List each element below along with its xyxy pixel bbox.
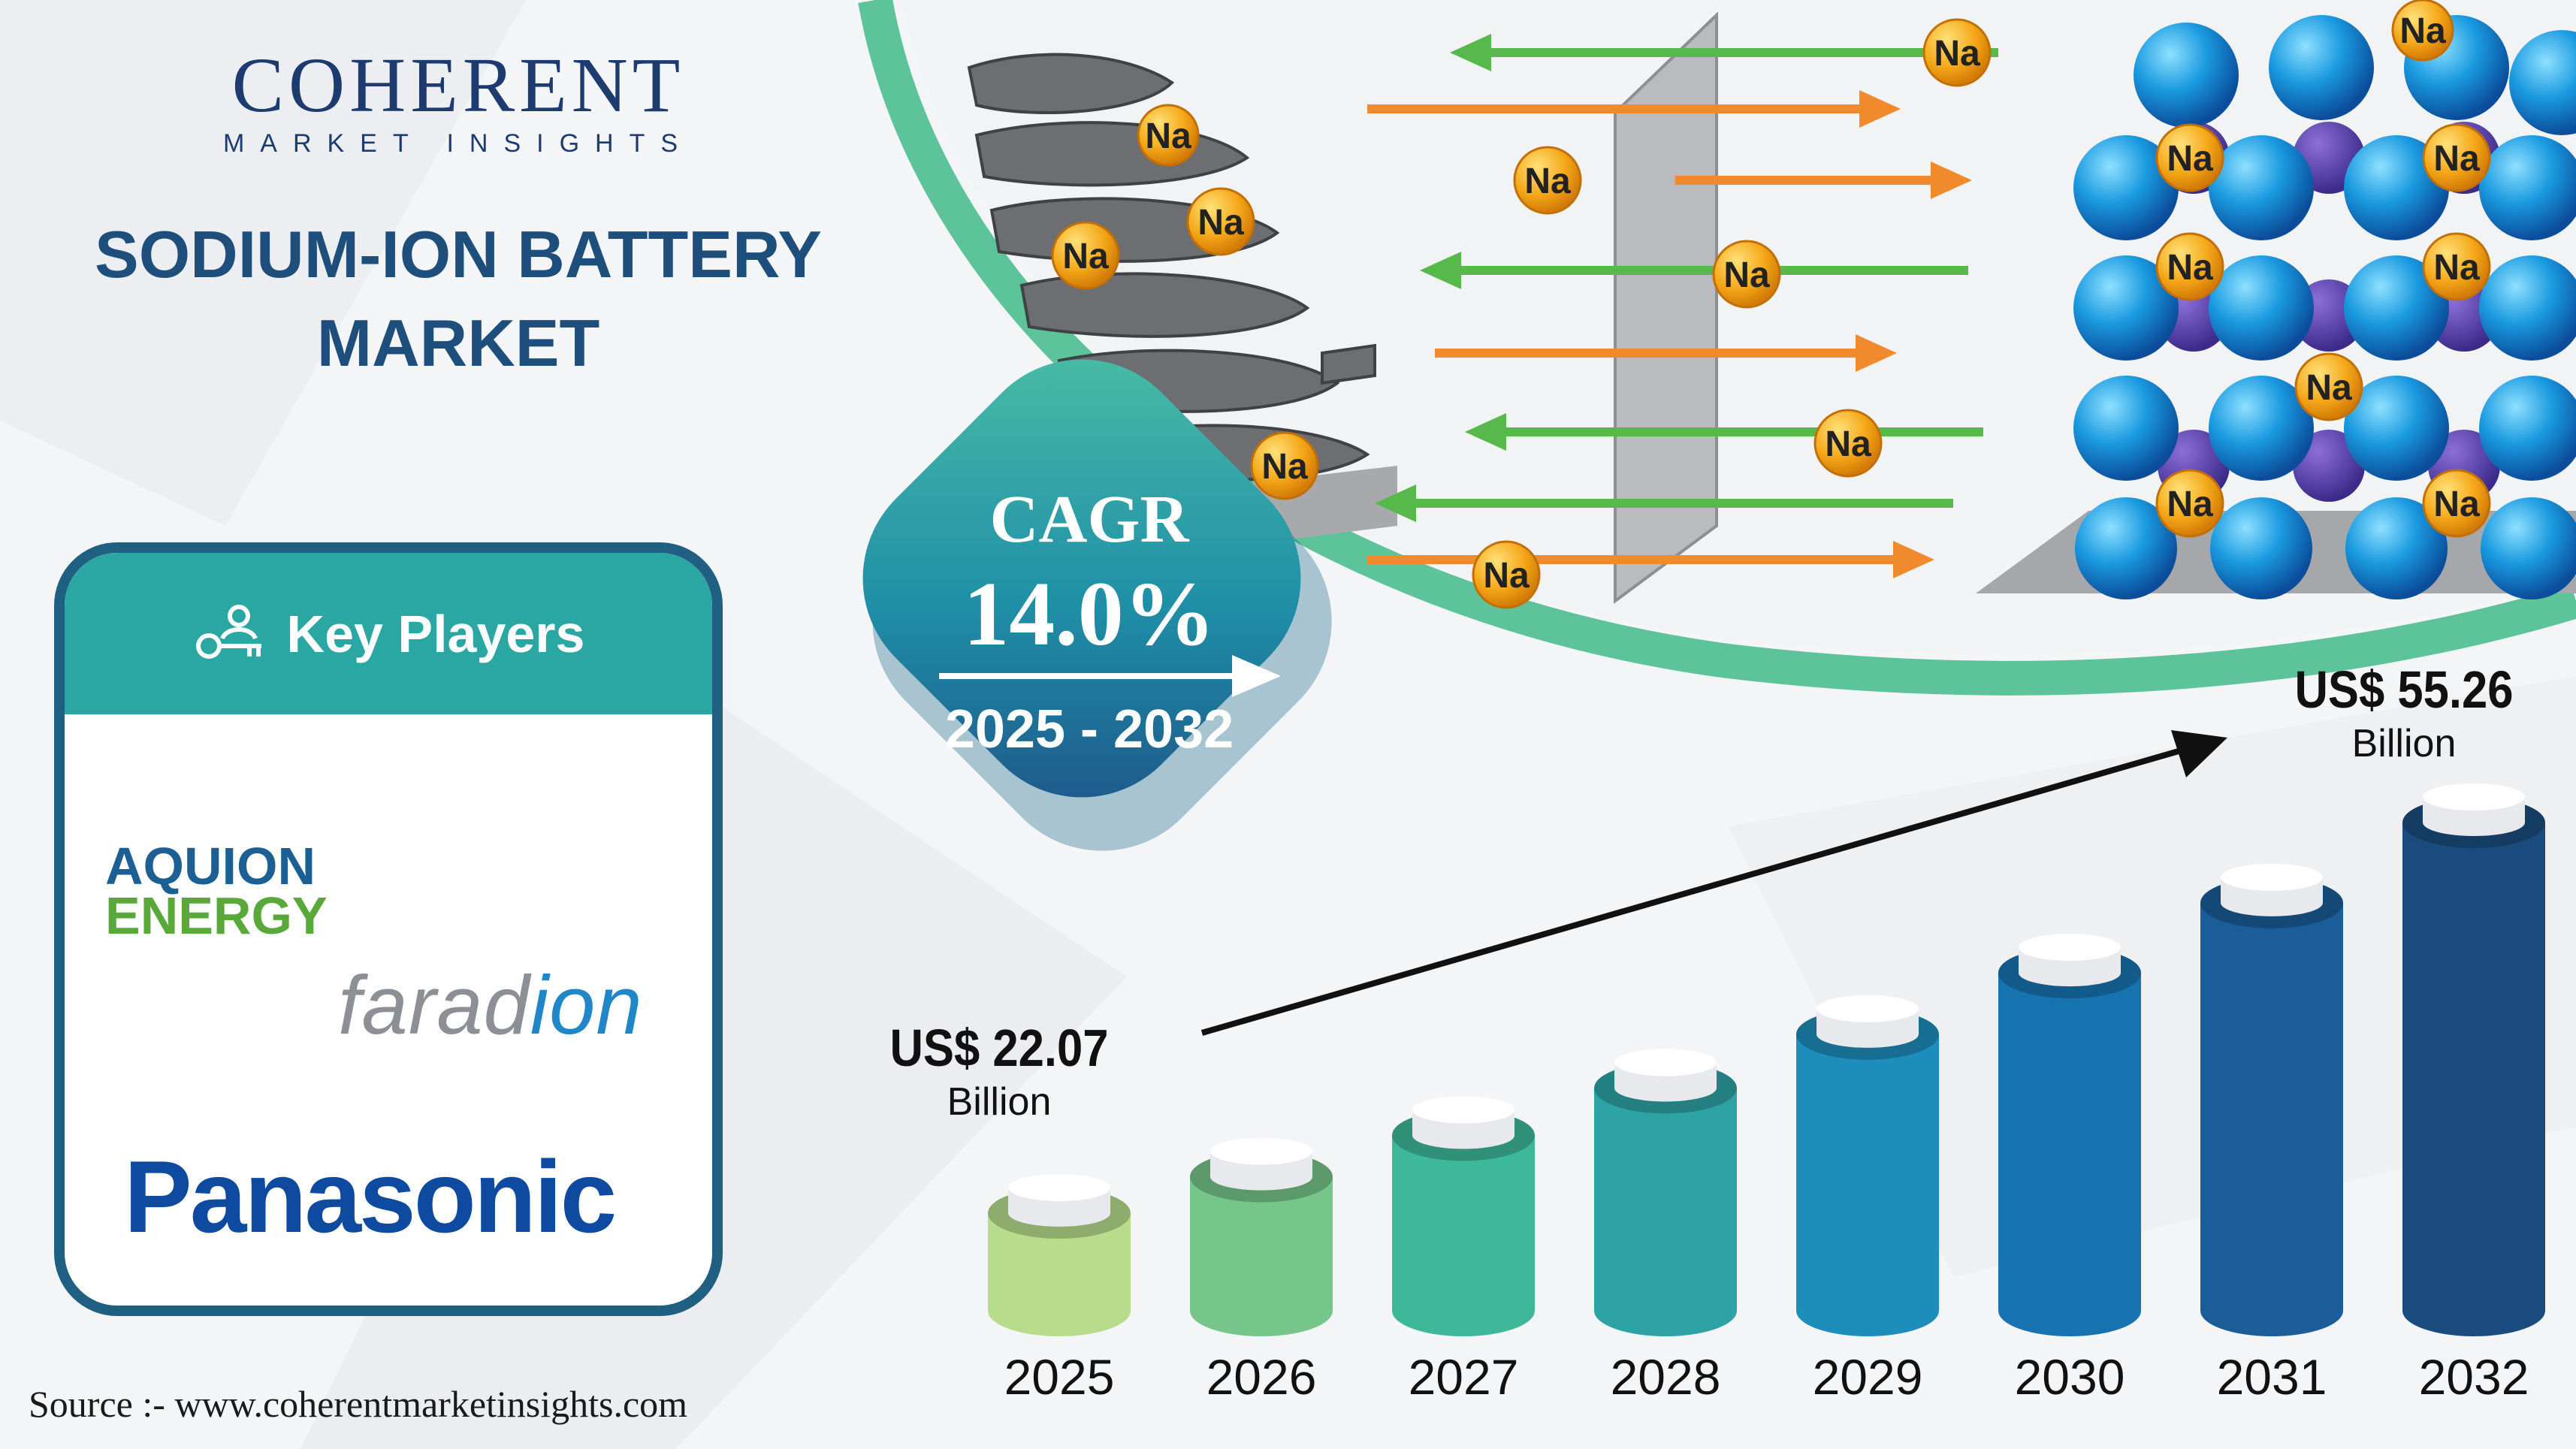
bar-2027 [1392,1096,1535,1336]
player-aquion-energy: AQUION ENERGY [105,837,328,945]
bar-2030 [1998,934,2141,1336]
bar-2025 [988,1174,1131,1336]
bar-cap-top [1412,1096,1514,1124]
bar-body [1190,1176,1333,1336]
year-label: 2029 [1812,1349,1923,1405]
bar-cap-top [1614,1049,1717,1076]
player-faradion: faradion [338,958,643,1053]
cathode-lattice [2073,15,2576,599]
title-line-2: MARKET [316,306,600,380]
market-size-chart [988,783,2545,1336]
bar-body [988,1213,1131,1336]
bar-cap-top [2019,934,2121,961]
bar-2026 [1190,1137,1333,1336]
start-value: US$ 22.07 [889,1019,1109,1077]
bar-body [1998,973,2141,1336]
year-label: 2026 [1206,1349,1317,1405]
player-panasonic: Panasonic [124,1140,617,1254]
key-players-heading: Key Players [286,604,585,663]
sodium-ion-label: Na [1723,255,1770,295]
sodium-ion-label: Na [1197,203,1244,243]
sodium-ion-label: Na [2433,139,2480,179]
year-label: 2032 [2418,1349,2529,1405]
sodium-ion-label: Na [1524,162,1571,201]
sodium-ion-label: Na [2433,485,2480,524]
year-label: 2027 [1408,1349,1519,1405]
end-value-label: US$ 55.26 Billion [2269,660,2539,766]
brand-logo: COHERENT MARKET INSIGHTS [203,47,714,158]
cagr-badge [862,359,1332,851]
sodium-ions [1051,0,2491,609]
start-value-label: US$ 22.07 Billion [864,1018,1134,1124]
sodium-ion-label: Na [1145,116,1191,156]
bar-2029 [1796,995,1939,1336]
brand-name: COHERENT [231,42,685,128]
sodium-ion-label: Na [1483,556,1530,596]
bar-body [1796,1034,1939,1336]
aquion-name-line-2: ENERGY [105,886,328,945]
bar-body [1392,1135,1535,1336]
sodium-ion-label: Na [1261,447,1308,487]
bar-cap-top [1816,995,1919,1022]
year-label: 2028 [1610,1349,1721,1405]
key-players-card: Key Players [54,542,723,1316]
sodium-ion-label: Na [1934,34,1980,74]
cagr-label: CAGR [989,482,1189,557]
bar-2028 [1594,1049,1737,1336]
sodium-ion-label: Na [2167,485,2213,524]
bar-2031 [2200,863,2343,1336]
sodium-ion-label: Na [1825,424,1871,464]
bar-body [1594,1088,1737,1336]
sodium-ion-label: Na [2399,11,2446,51]
sodium-ion-label: Na [2167,139,2213,179]
sodium-ion-label: Na [2306,368,2352,408]
cagr-period: 2025 - 2032 [944,699,1234,759]
start-value-unit: Billion [947,1080,1052,1124]
faradion-name-part-2: ion [530,959,643,1052]
bar-cap-top [2221,863,2323,891]
bar-body [2402,823,2545,1336]
title-line-1: SODIUM-ION BATTERY [95,217,822,291]
year-label: 2031 [2216,1349,2327,1405]
faradion-name-part-1: farad [338,959,530,1052]
ion-flow-arrows [1367,34,1998,578]
players-key-icon [195,604,261,659]
key-players-header: Key Players [65,553,712,714]
bar-cap-top [2423,783,2525,811]
brand-tagline: MARKET INSIGHTS [222,129,694,158]
end-value: US$ 55.26 [2294,660,2514,719]
year-label: 2025 [1004,1349,1115,1405]
cagr-value: 14.0% [963,563,1216,665]
bar-cap-top [1008,1174,1110,1201]
bar-body [2200,902,2343,1336]
page-title: SODIUM-ION BATTERY MARKET [45,210,871,388]
aquion-name-line-1: AQUION [105,837,316,895]
end-value-unit: Billion [2351,722,2457,765]
sodium-ion-label: Na [2167,248,2213,288]
bar-cap-top [1210,1137,1312,1165]
sodium-ion-label: Na [1062,237,1109,276]
sodium-ion-label: Na [2433,248,2480,288]
source-note: Source :- www.coherentmarketinsights.com [29,1383,688,1425]
bar-2032 [2402,783,2545,1336]
year-label: 2030 [2014,1349,2125,1405]
